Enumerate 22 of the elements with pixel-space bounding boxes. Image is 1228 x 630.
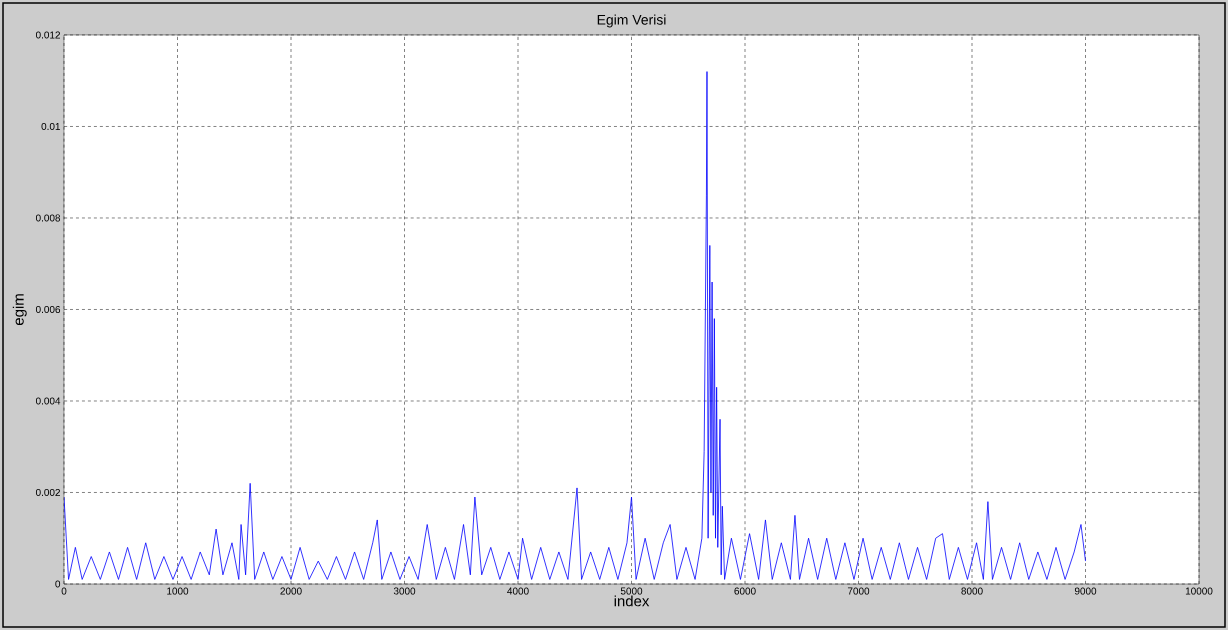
chart-title: Egim Verisi [597,14,666,28]
x-tick-label: 2000 [280,587,302,595]
x-tick-label: 3000 [393,587,416,595]
x-tick-label: 0 [61,587,67,595]
x-tick-label: 9000 [1074,587,1097,595]
y-tick-label: 0 [55,580,61,588]
x-tick-label: 1000 [167,587,189,595]
y-tick-label: 0.004 [35,397,61,405]
line-series [64,71,1086,580]
y-tick-label: 0.008 [35,214,61,222]
y-tick-label: 0.01 [41,122,61,131]
x-tick-label: 10000 [1185,587,1213,595]
x-tick-label: 7000 [847,587,870,595]
x-tick-label: 8000 [961,587,983,595]
x-axis-title: index [614,595,650,607]
x-tick-label: 4000 [507,587,529,595]
y-tick-label: 0.012 [35,31,60,39]
y-axis-title: egim [12,294,27,326]
y-tick-label: 0.002 [35,488,60,497]
x-tick-label: 5000 [620,587,643,595]
x-tick-label: 6000 [734,587,756,595]
y-tick-label: 0.006 [35,305,61,314]
